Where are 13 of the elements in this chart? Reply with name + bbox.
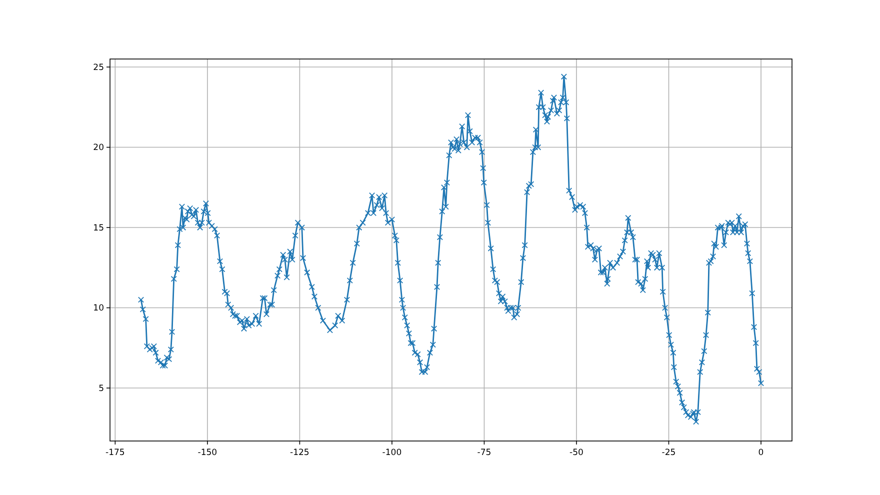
y-tick-label: 20 <box>93 142 104 153</box>
x-tick-label: -150 <box>198 448 218 458</box>
x-tick-label: -100 <box>382 448 402 458</box>
y-tick-label: 5 <box>98 384 104 394</box>
x-tick-label: -50 <box>570 448 584 458</box>
x-tick-label: -125 <box>290 448 310 458</box>
y-tick-label: 10 <box>93 304 104 314</box>
x-tick-label: 0 <box>758 448 764 458</box>
y-tick-label: 15 <box>93 223 104 234</box>
x-tick-label: -175 <box>106 448 125 458</box>
x-tick-label: -25 <box>662 448 676 458</box>
x-tick-label: -75 <box>477 448 492 458</box>
y-tick-label: 25 <box>93 62 104 73</box>
